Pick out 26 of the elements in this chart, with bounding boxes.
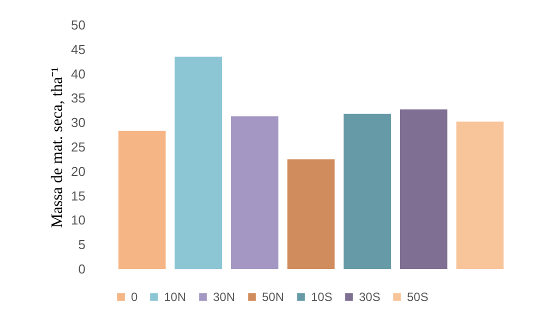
y-tick-label: 0 (78, 262, 86, 276)
legend-label: 10N (164, 290, 186, 304)
y-tick-label: 50 (71, 18, 86, 32)
legend-label: 30S (359, 290, 380, 304)
bar (174, 56, 222, 269)
y-tick-label: 20 (71, 164, 86, 179)
bar (400, 109, 448, 269)
y-tick-label: 35 (71, 90, 86, 106)
legend-label: 30N (213, 290, 236, 304)
legend-label: 10S (311, 290, 332, 304)
legend-label: 50N (262, 290, 284, 304)
y-tick-label: 10 (71, 212, 86, 228)
y-axis-title: Massa de mat. seca, tha⁻¹ (49, 66, 66, 228)
y-tick-label: 45 (71, 42, 86, 57)
bar (231, 116, 278, 269)
legend-label: 50S (407, 290, 428, 304)
legend-label: 0 (131, 290, 138, 304)
bar (287, 159, 335, 269)
y-tick-label: 25 (71, 140, 86, 154)
bar (344, 114, 391, 269)
bar (118, 130, 166, 269)
y-tick-label: 30 (71, 115, 86, 130)
y-tick-label: 40 (71, 66, 86, 82)
y-tick-label: 15 (71, 188, 86, 204)
y-tick-label: 5 (78, 237, 86, 252)
bar (456, 122, 504, 269)
